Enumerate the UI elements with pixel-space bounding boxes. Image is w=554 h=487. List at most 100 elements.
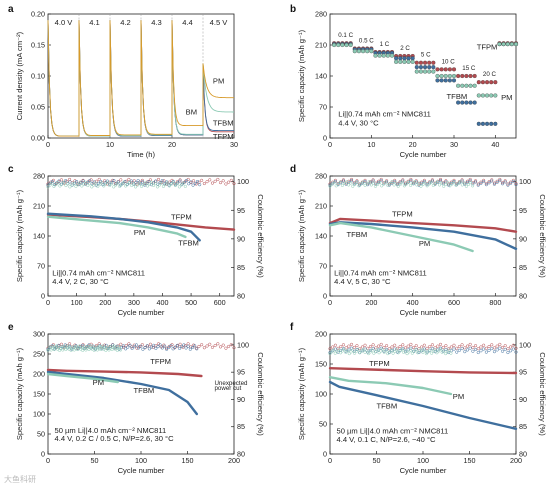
rate-point-tfpm <box>447 67 452 72</box>
ce-point-tfbm <box>190 345 195 350</box>
ce-point-pm <box>371 181 375 185</box>
ce-point-pm <box>132 182 136 186</box>
y-tick-label: 0 <box>323 292 327 301</box>
y-tick-label: 200 <box>33 370 45 379</box>
ce-point-tfbm <box>474 180 478 184</box>
ce-point-pm <box>380 184 384 188</box>
rate-point-pm <box>369 49 374 54</box>
ce-point-pm <box>433 348 437 352</box>
y2-tick-label: 100 <box>237 340 249 349</box>
annotation-label: TFPM <box>150 357 171 366</box>
x-axis-label: Cycle number <box>118 466 165 475</box>
ce-point-pm <box>423 349 427 353</box>
ce-point-pm <box>338 351 343 355</box>
rate-label: 2 C <box>400 45 410 52</box>
ce-point-pm <box>165 181 169 185</box>
annotation-label: TFPM <box>369 359 390 368</box>
ce-point-tfbm <box>134 343 138 347</box>
rate-point-pm <box>451 73 457 79</box>
ce-point-pm <box>48 183 52 187</box>
ce-point-tfbm <box>141 347 145 351</box>
ce-point-pm <box>344 180 349 184</box>
ce-point-pm <box>116 181 120 185</box>
ce-point-tfpm <box>210 181 214 185</box>
ce-point-tfpm <box>81 343 85 347</box>
x-tick-label: 10 <box>106 140 114 149</box>
ce-point-tfpm <box>414 179 418 183</box>
ce-point-tfpm <box>200 343 204 347</box>
rate-point-pm <box>402 59 407 64</box>
ce-point-tfbm <box>455 350 459 354</box>
ce-point-tfbm <box>121 344 126 348</box>
ce-point-tfbm <box>374 182 378 186</box>
rate-point-pm <box>398 59 403 64</box>
rate-point-tfpm <box>423 60 428 65</box>
ce-point-pm <box>466 182 471 187</box>
annotation-label: 4.4 V, 0.2 C / 0.5 C, N/P=2.6, 30 °C <box>55 434 175 443</box>
ce-point-pm <box>444 352 448 356</box>
ce-point-tfbm <box>186 344 190 348</box>
y-axis-label: Current density (mA cm⁻²) <box>15 31 24 120</box>
ce-point-tfpm <box>339 180 343 184</box>
ce-point-tfbm <box>368 348 372 352</box>
ce-point-pm <box>351 348 355 352</box>
capacity-line-pm <box>328 221 474 253</box>
y-tick-label: 300 <box>33 330 45 339</box>
panel-f: f0 50 100 150 20005010015020080859095100Coul… <box>290 322 547 475</box>
y2-tick-label: 100 <box>519 177 531 186</box>
y2-tick-label: 90 <box>237 234 245 243</box>
ce-point-tfpm <box>119 342 123 346</box>
ce-point-pm <box>340 183 344 187</box>
panel-d: d 0 200 400 600 800 0 70 140 210 280 80 85 90 95 100 Cou… <box>290 164 547 317</box>
ce-point-pm <box>175 182 179 186</box>
ce-point-tfpm <box>398 344 402 349</box>
ce-point-pm <box>157 183 162 187</box>
ce-point-tfbm <box>509 181 513 185</box>
ce-point-tfbm <box>457 348 461 352</box>
ce-point-pm <box>440 181 444 185</box>
ce-point-tfbm <box>430 347 434 351</box>
panel-a: a 0 10 20 30 0.00 0.05 0.10 0.15 0.20 Time (h) Curr… <box>8 4 238 159</box>
y-tick-label: 50 <box>37 430 45 439</box>
ce-point-tfpm <box>452 343 456 347</box>
ce-point-tfbm <box>104 343 108 347</box>
rate-point-tfbm <box>394 56 399 61</box>
ce-point-tfbm <box>85 345 89 349</box>
ce-point-tfbm <box>465 348 470 352</box>
ce-point-pm <box>369 183 373 187</box>
ce-point-tfbm <box>162 344 167 348</box>
ce-point-pm <box>382 182 386 186</box>
rate-point-tfbm <box>476 121 481 126</box>
ce-point-tfbm <box>398 181 402 185</box>
ce-point-tfpm <box>498 177 502 181</box>
rate-point-tfbm <box>406 56 411 61</box>
ce-point-tfpm <box>363 343 367 347</box>
y-tick-label: 0 <box>323 134 327 143</box>
ce-point-tfbm <box>134 180 138 184</box>
annotation-label: TFPM <box>171 213 192 222</box>
ce-point-pm <box>167 184 171 188</box>
annotation-label: TFPM <box>213 132 234 141</box>
ce-point-pm <box>370 348 374 352</box>
rate-point-pm <box>361 49 366 54</box>
x-tick-label: 40 <box>491 140 499 149</box>
x-tick-label: 0 <box>328 140 332 149</box>
rate-point-tfbm <box>493 121 498 126</box>
rate-point-tfpm <box>427 60 432 65</box>
ce-point-tfbm <box>341 347 346 351</box>
y-tick-label: 140 <box>315 232 327 241</box>
ce-point-pm <box>445 350 449 354</box>
ce-point-tfpm <box>509 180 513 184</box>
rate-point-tfbm <box>489 121 494 126</box>
ce-point-tfbm <box>476 183 480 187</box>
y2-tick-label: 80 <box>519 292 527 301</box>
ce-point-tfpm <box>178 178 182 182</box>
ce-point-pm <box>428 348 432 352</box>
rate-point-tfpm <box>414 60 419 65</box>
rate-point-tfpm <box>493 80 498 85</box>
ce-point-pm <box>58 184 62 188</box>
ce-point-pm <box>464 184 468 188</box>
ce-point-pm <box>330 182 334 187</box>
x-tick-label: 150 <box>182 456 194 465</box>
ce-point-tfpm <box>358 347 362 351</box>
